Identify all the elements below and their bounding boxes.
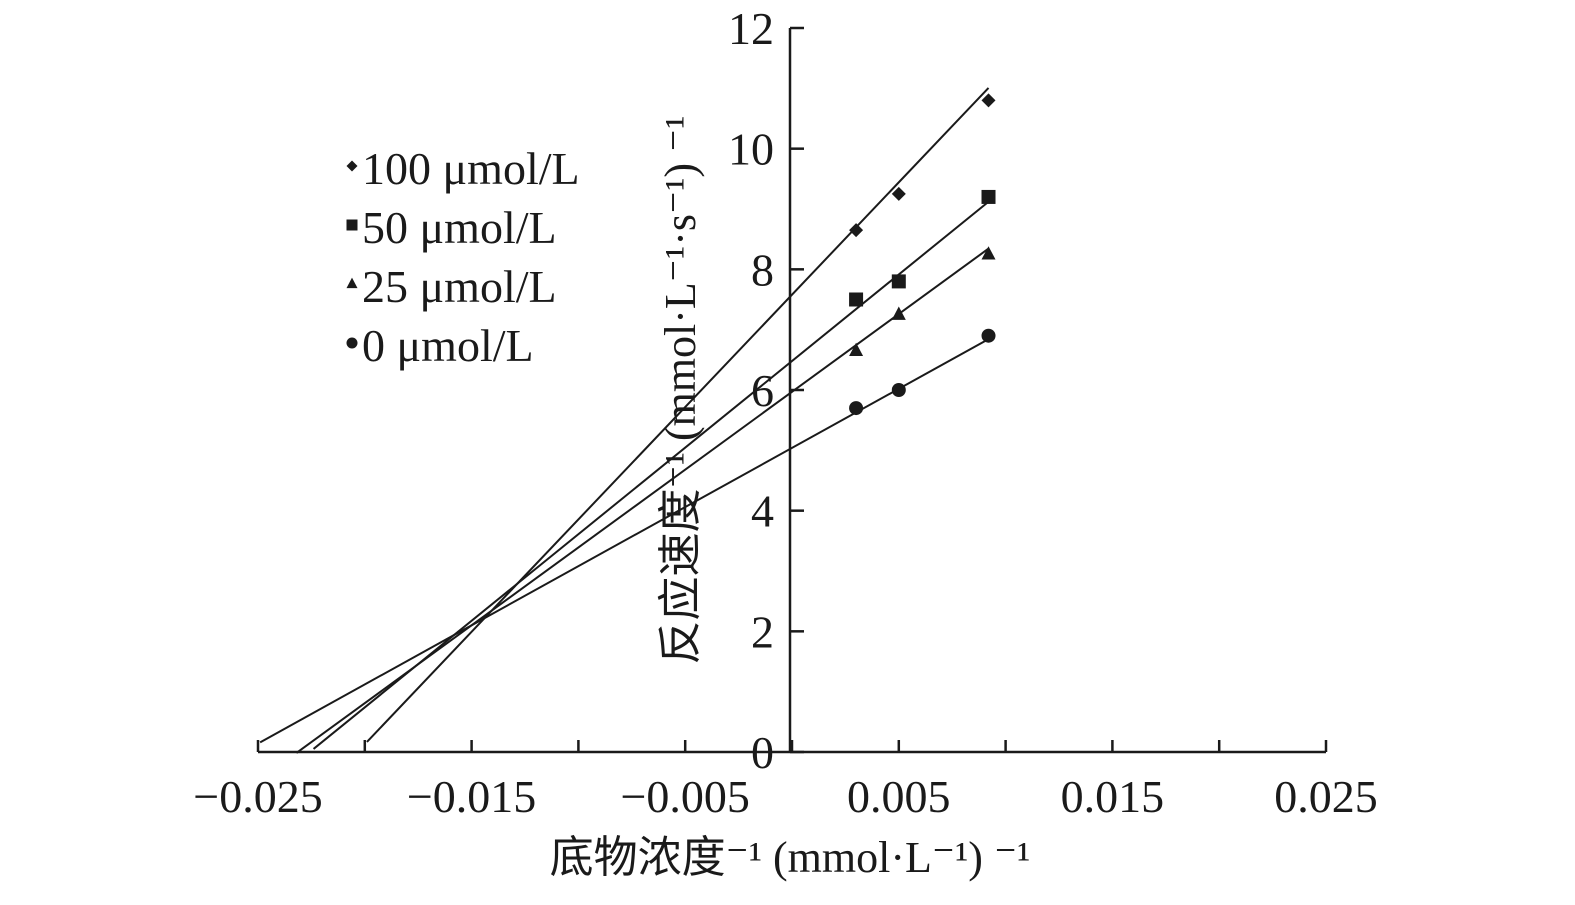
x-tick-label: 0.015 [1061, 771, 1165, 822]
x-axis-title: 底物浓度⁻¹ (mmol·L⁻¹) ⁻¹ [550, 833, 1031, 882]
data-point [891, 383, 906, 397]
data-point [891, 306, 906, 320]
data-point [981, 93, 996, 108]
legend-marker [346, 337, 358, 349]
data-point [981, 189, 996, 204]
y-tick-label: 12 [728, 3, 774, 54]
legend-marker [346, 277, 358, 289]
fit-line [259, 338, 989, 744]
data-point [849, 292, 864, 307]
legend-marker [346, 160, 358, 172]
y-tick-label: 4 [751, 486, 774, 537]
y-tick-label: 6 [751, 365, 774, 416]
data-point [849, 401, 864, 416]
data-point [981, 246, 996, 260]
y-tick-label: 0 [751, 727, 774, 778]
legend: 100 μmol/L 50 μmol/L 25 μmol/L 0 μmol/L [346, 143, 580, 371]
data-point [891, 186, 906, 201]
fit-lines-group [259, 87, 990, 754]
data-points-group [849, 93, 996, 416]
data-point [981, 328, 996, 343]
y-axis-title: 反应速度⁻¹ (mmol·L⁻¹·s⁻¹) ⁻¹ [656, 116, 705, 665]
y-tick-label: 8 [751, 244, 774, 295]
y-tick-label: 2 [751, 606, 774, 657]
legend-marker [346, 219, 358, 231]
legend-label: 25 μmol/L [362, 261, 557, 312]
x-tick-label: 0.005 [847, 771, 951, 822]
x-tick-label: −0.025 [193, 771, 322, 822]
y-tick-label: 10 [728, 124, 774, 175]
data-point [849, 342, 864, 357]
legend-label: 0 μmol/L [362, 320, 534, 371]
legend-label: 50 μmol/L [362, 202, 557, 253]
axes-group: −0.025 −0.015 −0.005 0.005 0.015 0.025 0 2 4 6 8 10… [193, 3, 1377, 822]
x-tick-label: 0.025 [1274, 771, 1378, 822]
data-point [891, 274, 906, 289]
legend-label: 100 μmol/L [362, 143, 580, 194]
fit-line [366, 87, 990, 743]
x-tick-label: −0.005 [620, 771, 749, 822]
fit-line [295, 247, 990, 754]
x-tick-label: −0.015 [407, 771, 536, 822]
data-point [849, 223, 864, 238]
